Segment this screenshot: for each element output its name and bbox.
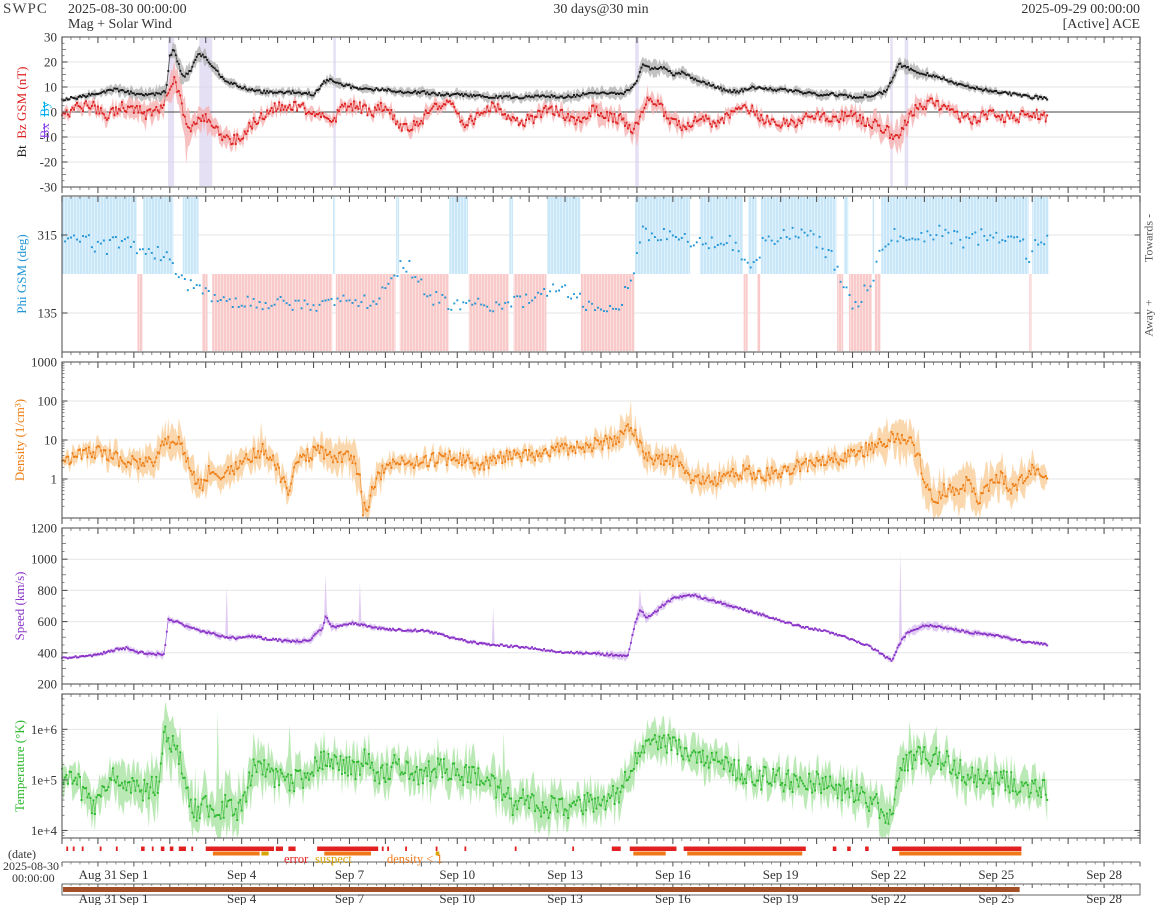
density-ytick-label: 10 [44, 433, 57, 448]
data-coverage-bar [61, 883, 1141, 896]
speed-ytick-label: 1000 [31, 552, 57, 567]
date-axis-upper: Aug 31 Sep 1 Sep 4 Sep 7 Sep 10 Sep 13 Sep 16 S… [61, 861, 1141, 882]
mag-ytick-label: -10 [40, 130, 57, 145]
density-ytick-label: 100 [38, 394, 58, 409]
date-tick-label: Sep 22 [871, 867, 907, 882]
date-tick-label: Sep 16 [655, 891, 691, 905]
speed-ytick-label: 800 [38, 583, 58, 598]
legend-error: error [284, 852, 309, 866]
date-tick-label: Sep 19 [763, 867, 799, 882]
panel-density: 1000 100 10 1 [31, 355, 1141, 524]
date-tick-label: Sep 7 [335, 891, 365, 905]
speed-ytick-label: 600 [38, 614, 58, 629]
legend-density-lt-1: density < 1 [387, 852, 443, 866]
date-axis-caption: (date) [8, 847, 36, 861]
bt-uncertainty-band [62, 42, 1048, 105]
temperature-ytick-label: 1e+6 [31, 722, 58, 737]
mag-ytick-label: 30 [44, 30, 57, 45]
bx-label: Bx [37, 123, 52, 139]
date-tick-label: Sep 22 [871, 891, 907, 905]
plot-subtitle: Mag + Solar Wind [68, 17, 172, 32]
speed-ytick-label: 200 [38, 677, 58, 692]
satellite-status: [Active] ACE [1062, 17, 1140, 32]
temperature-axis-label: Temperature (°K) [12, 720, 27, 812]
date-tick-label: Sep 1 [119, 891, 148, 905]
towards-sector-label: Towards - [1141, 213, 1156, 263]
mag-ytick-label: 20 [44, 55, 57, 70]
temperature-ytick-label: 1e+5 [31, 772, 57, 787]
mag-axis-disabled-components: Bx By [37, 102, 53, 139]
plot-cadence-title: 30 days@30 min [553, 2, 649, 17]
date-tick-label: Sep 28 [1086, 891, 1122, 905]
date-tick-label: Sep 4 [227, 867, 257, 882]
panel-mag: 30 20 10 0 -10 -20 -30 [40, 30, 1141, 195]
mag-ytick-label: -20 [40, 155, 57, 170]
bz-uncertainty-band [62, 60, 1048, 165]
phi-ytick-label: 135 [38, 306, 58, 321]
bt-label: Bt [14, 145, 29, 158]
density-ytick-label: 1000 [31, 355, 57, 370]
phi-axis-label: Phi GSM (deg) [14, 234, 29, 314]
date-tick-label: Sep 7 [335, 867, 365, 882]
phi-ytick-label: 315 [38, 228, 58, 243]
quality-flag-strip [66, 846, 1022, 856]
panel-phi: 315 135 [38, 195, 1141, 358]
date-tick-label: Sep 10 [439, 891, 475, 905]
away-sector-label: Away + [1141, 299, 1156, 337]
mag-ytick-label: -30 [40, 180, 57, 195]
mag-axis-label: Bt Bz GSM (nT) [14, 66, 30, 157]
date-tick-label: Sep 10 [439, 867, 475, 882]
temperature-ytick-label: 1e+4 [31, 823, 58, 838]
density-ytick-label: 1 [51, 472, 58, 487]
date-tick-label: Sep 13 [547, 891, 583, 905]
speed-ytick-label: 400 [38, 645, 58, 660]
bz-label: Bz GSM (nT) [14, 66, 29, 139]
panel-speed: 1200 1000 800 600 400 200 [31, 521, 1141, 692]
density-uncertainty-band [62, 399, 1048, 518]
mag-ytick-label: 0 [51, 105, 58, 120]
date-tick-label: Sep 16 [655, 867, 691, 882]
speed-ytick-label: 1200 [31, 521, 57, 536]
speed-axis-label: Speed (km/s) [12, 571, 27, 641]
date-tick-label: Sep 1 [119, 867, 148, 882]
by-label: By [37, 101, 52, 117]
axis-start-time: 00:00:00 [12, 871, 55, 885]
panel-temperature: 1e+6 1e+5 1e+4 [31, 693, 1141, 844]
start-datetime: 2025-08-30 00:00:00 [68, 2, 187, 17]
end-datetime: 2025-09-29 00:00:00 [1021, 2, 1140, 17]
date-tick-label: Aug 31 [79, 867, 118, 882]
date-tick-label: Sep 28 [1086, 867, 1122, 882]
temperature-uncertainty-band [62, 700, 1048, 838]
date-tick-label: Sep 19 [763, 891, 799, 905]
swpc-logo: SWPC [3, 1, 48, 17]
legend-suspect: suspect [315, 852, 352, 866]
date-tick-label: Sep 4 [227, 891, 257, 905]
date-tick-label: Sep 13 [547, 867, 583, 882]
density-axis-label: Density (1/cm³) [12, 398, 27, 482]
date-tick-label: Sep 25 [978, 867, 1014, 882]
date-tick-label: Aug 31 [79, 891, 118, 905]
date-tick-label: Sep 25 [978, 891, 1014, 905]
mag-ytick-label: 10 [44, 80, 57, 95]
axis-start-date: 2025-08-30 [3, 859, 59, 873]
